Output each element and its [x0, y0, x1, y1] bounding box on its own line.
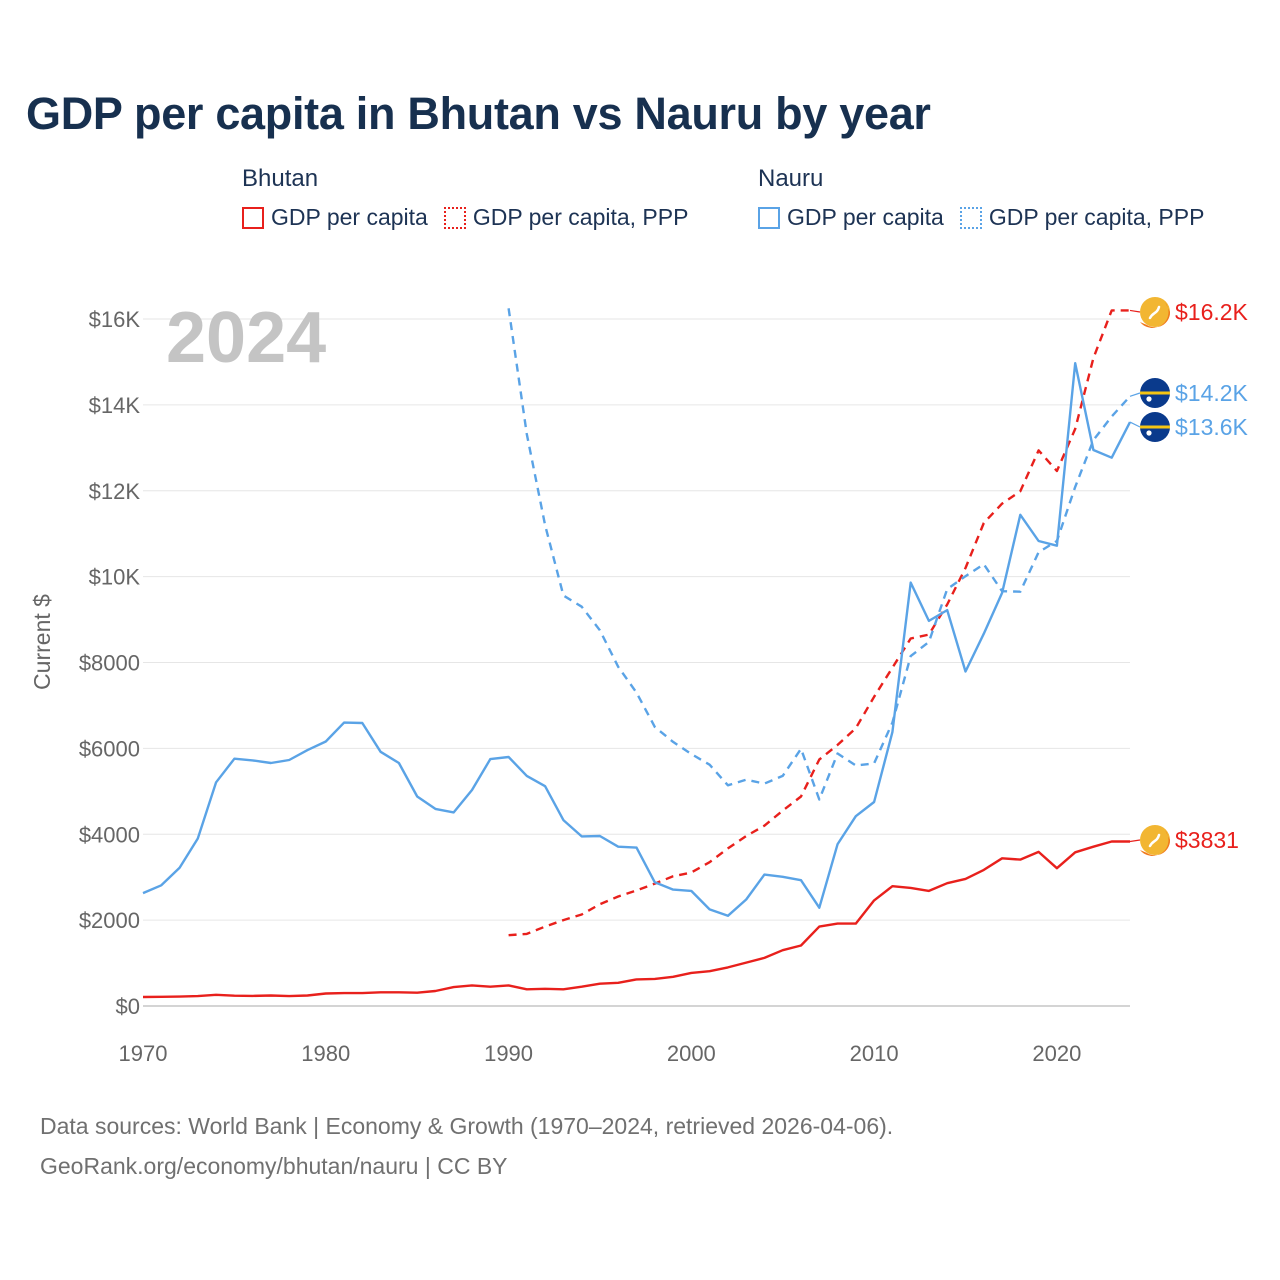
- legend-swatch-solid-icon: [758, 206, 780, 229]
- series-line-nauru-ppp[interactable]: [507, 308, 1131, 801]
- x-tick-label: 1970: [119, 1041, 168, 1066]
- x-tick-label: 1980: [301, 1041, 350, 1066]
- bhutan-flag-icon: [1140, 297, 1171, 329]
- legend-label: GDP per capita, PPP: [988, 204, 1205, 230]
- series-line-bhutan-ppp[interactable]: [508, 309, 1130, 937]
- end-labels: $16.2K $14.2K $13.6K $3831: [1129, 297, 1249, 857]
- legend-swatch-solid-icon: [242, 206, 264, 229]
- y-axis-ticks: $0 $2000 $4000 $6000 $8000 $10K $12K $14K $16K: [79, 307, 141, 1019]
- leader-line: [1129, 839, 1141, 843]
- nauru-flag-icon: [1140, 378, 1170, 408]
- legend-group-bhutan: Bhutan GDP per capita GDP per capita, PP…: [242, 162, 704, 231]
- year-watermark: 2024: [166, 298, 326, 378]
- legend-swatch-dotted-icon: [443, 206, 466, 229]
- y-tick-label: $2000: [79, 908, 140, 933]
- nauru-flag-icon: [1140, 412, 1170, 442]
- end-value-label: $14.2K: [1175, 380, 1249, 406]
- y-tick-label: $0: [116, 994, 140, 1019]
- legend-item-bhutan-gdp[interactable]: GDP per capita: [242, 204, 428, 231]
- data-source-text: Data sources: World Bank | Economy & Gro…: [40, 1113, 894, 1139]
- legend-item-nauru-gdp-ppp[interactable]: GDP per capita, PPP: [959, 204, 1205, 231]
- bhutan-flag-icon: [1140, 825, 1171, 857]
- leader-line: [1129, 421, 1141, 428]
- y-tick-label: $6000: [79, 736, 140, 761]
- x-tick-label: 2010: [850, 1041, 899, 1066]
- series-line-nauru-gdp[interactable]: [142, 362, 1132, 917]
- x-tick-label: 2020: [1032, 1041, 1081, 1066]
- legend-item-nauru-gdp[interactable]: GDP per capita: [758, 204, 944, 231]
- y-tick-label: $12K: [89, 479, 141, 504]
- legend-group-title: Bhutan: [242, 165, 319, 192]
- legend-label: GDP per capita, PPP: [472, 204, 689, 230]
- x-tick-label: 2000: [667, 1041, 716, 1066]
- y-tick-label: $14K: [89, 393, 141, 418]
- legend-group-title: Nauru: [758, 165, 824, 192]
- gridlines: [143, 318, 1130, 1007]
- footer: Data sources: World Bank | Economy & Gro…: [40, 1106, 893, 1186]
- y-tick-label: $4000: [79, 822, 140, 847]
- x-tick-label: 1990: [484, 1041, 533, 1066]
- leader-line: [1129, 309, 1141, 313]
- legend-swatch-dotted-icon: [959, 206, 982, 229]
- end-value-label: $13.6K: [1175, 414, 1249, 440]
- leader-line: [1129, 392, 1141, 397]
- y-axis-label: Current $: [29, 594, 55, 690]
- line-chart: $0 $2000 $4000 $6000 $8000 $10K $12K $14K $16K 1…: [29, 297, 1249, 1066]
- legend-item-bhutan-gdp-ppp[interactable]: GDP per capita, PPP: [443, 204, 689, 231]
- y-tick-label: $10K: [89, 565, 141, 590]
- end-value-label: $3831: [1175, 827, 1239, 853]
- chart-title: GDP per capita in Bhutan vs Nauru by yea…: [26, 88, 931, 139]
- legend-group-nauru: Nauru GDP per capita GDP per capita, PPP: [758, 162, 1220, 231]
- end-value-label: $16.2K: [1175, 299, 1249, 325]
- y-tick-label: $8000: [79, 651, 140, 676]
- series-line-bhutan-gdp[interactable]: [142, 840, 1130, 999]
- legend-label: GDP per capita: [787, 204, 944, 230]
- source-url-text: GeoRank.org/economy/bhutan/nauru | CC BY: [40, 1153, 508, 1179]
- legend-label: GDP per capita: [271, 204, 428, 230]
- y-tick-label: $16K: [89, 307, 141, 332]
- x-axis-ticks: 1970 1980 1990 2000 2010 2020: [119, 1041, 1082, 1066]
- series-group: [142, 308, 1132, 999]
